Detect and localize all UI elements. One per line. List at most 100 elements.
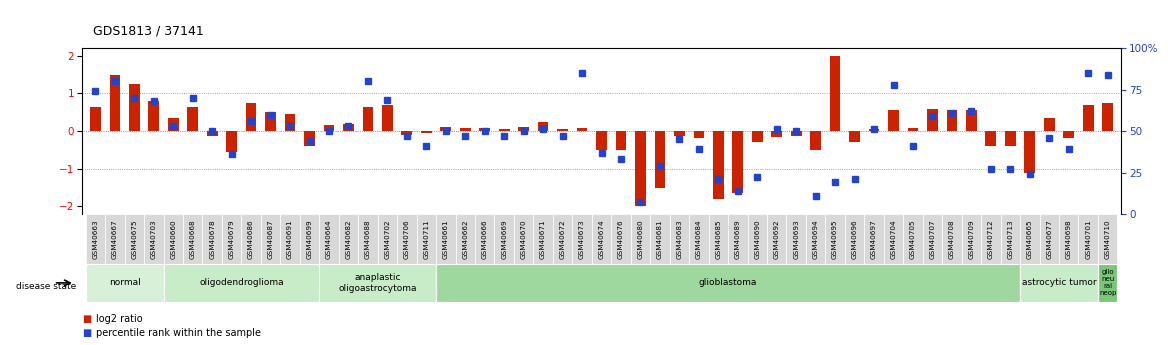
Text: oligodendroglioma: oligodendroglioma — [199, 278, 284, 287]
Text: GSM40697: GSM40697 — [871, 219, 877, 258]
Bar — [811, 131, 821, 150]
FancyBboxPatch shape — [844, 214, 864, 264]
FancyBboxPatch shape — [202, 214, 222, 264]
FancyBboxPatch shape — [981, 214, 1001, 264]
Text: GSM40702: GSM40702 — [384, 219, 390, 258]
Bar — [557, 129, 568, 131]
FancyBboxPatch shape — [1001, 214, 1020, 264]
Text: astrocytic tumor: astrocytic tumor — [1022, 278, 1097, 287]
Text: GSM40664: GSM40664 — [326, 219, 332, 258]
Bar — [888, 110, 899, 131]
FancyBboxPatch shape — [1040, 214, 1059, 264]
Text: GSM40661: GSM40661 — [443, 219, 449, 258]
Bar — [499, 129, 509, 131]
FancyBboxPatch shape — [85, 214, 105, 264]
Text: GSM40710: GSM40710 — [1105, 219, 1111, 258]
Text: GSM40709: GSM40709 — [968, 219, 974, 258]
Text: percentile rank within the sample: percentile rank within the sample — [96, 328, 260, 338]
Bar — [752, 131, 763, 142]
FancyBboxPatch shape — [864, 214, 884, 264]
Text: GSM40680: GSM40680 — [638, 219, 644, 258]
FancyBboxPatch shape — [767, 214, 786, 264]
FancyBboxPatch shape — [319, 264, 436, 302]
Bar — [596, 131, 607, 150]
FancyBboxPatch shape — [242, 214, 260, 264]
Bar — [420, 131, 432, 133]
Bar — [187, 107, 199, 131]
FancyBboxPatch shape — [280, 214, 300, 264]
Bar — [362, 107, 374, 131]
FancyBboxPatch shape — [689, 214, 709, 264]
FancyBboxPatch shape — [611, 214, 631, 264]
FancyBboxPatch shape — [359, 214, 377, 264]
FancyBboxPatch shape — [183, 214, 202, 264]
Text: GSM40713: GSM40713 — [1007, 219, 1014, 258]
Text: GSM40678: GSM40678 — [209, 219, 215, 258]
FancyBboxPatch shape — [164, 214, 183, 264]
Text: GSM40666: GSM40666 — [481, 219, 488, 258]
FancyBboxPatch shape — [943, 214, 961, 264]
FancyBboxPatch shape — [534, 214, 552, 264]
FancyBboxPatch shape — [826, 214, 844, 264]
Text: GSM40712: GSM40712 — [988, 219, 994, 258]
Text: GSM40682: GSM40682 — [346, 219, 352, 258]
FancyBboxPatch shape — [961, 214, 981, 264]
Bar — [460, 128, 471, 131]
Text: GSM40703: GSM40703 — [151, 219, 157, 258]
Text: GSM40708: GSM40708 — [948, 219, 955, 258]
Bar — [402, 131, 412, 135]
FancyBboxPatch shape — [884, 214, 903, 264]
FancyBboxPatch shape — [339, 214, 359, 264]
FancyBboxPatch shape — [144, 214, 164, 264]
Text: GSM40688: GSM40688 — [364, 219, 371, 258]
FancyBboxPatch shape — [806, 214, 826, 264]
Text: GSM40692: GSM40692 — [773, 219, 780, 258]
Text: GSM40674: GSM40674 — [598, 219, 605, 258]
Text: GSM40684: GSM40684 — [696, 219, 702, 258]
Bar — [712, 131, 724, 199]
FancyBboxPatch shape — [592, 214, 611, 264]
Bar — [245, 103, 257, 131]
Text: GSM40676: GSM40676 — [618, 219, 624, 258]
Bar — [829, 56, 841, 131]
Bar — [1083, 105, 1093, 131]
Bar — [616, 131, 626, 150]
Text: GSM40701: GSM40701 — [1085, 219, 1091, 258]
Bar — [849, 131, 860, 142]
FancyBboxPatch shape — [1020, 214, 1040, 264]
Text: GSM40670: GSM40670 — [521, 219, 527, 258]
FancyBboxPatch shape — [669, 214, 689, 264]
FancyBboxPatch shape — [631, 214, 651, 264]
Bar — [227, 131, 237, 152]
Text: GSM40711: GSM40711 — [423, 219, 430, 258]
FancyBboxPatch shape — [1059, 214, 1078, 264]
Text: GSM40675: GSM40675 — [131, 219, 138, 258]
Bar — [635, 131, 646, 206]
FancyBboxPatch shape — [1078, 214, 1098, 264]
Bar — [694, 131, 704, 138]
FancyBboxPatch shape — [377, 214, 397, 264]
FancyBboxPatch shape — [319, 214, 339, 264]
Bar — [1103, 103, 1113, 131]
FancyBboxPatch shape — [260, 214, 280, 264]
Text: GSM40687: GSM40687 — [267, 219, 273, 258]
FancyBboxPatch shape — [903, 214, 923, 264]
Bar — [324, 126, 334, 131]
FancyBboxPatch shape — [709, 214, 728, 264]
FancyBboxPatch shape — [1098, 264, 1118, 302]
Bar — [732, 131, 743, 193]
Text: GSM40673: GSM40673 — [579, 219, 585, 258]
Text: GSM40683: GSM40683 — [676, 219, 682, 258]
FancyBboxPatch shape — [475, 214, 494, 264]
FancyBboxPatch shape — [1020, 264, 1098, 302]
Text: GSM40662: GSM40662 — [463, 219, 468, 258]
FancyBboxPatch shape — [651, 214, 669, 264]
Text: anaplastic
oligoastrocytoma: anaplastic oligoastrocytoma — [339, 273, 417, 293]
FancyBboxPatch shape — [300, 214, 319, 264]
Bar — [148, 101, 159, 131]
Bar — [791, 131, 801, 136]
Bar — [90, 107, 100, 131]
Text: GSM40660: GSM40660 — [171, 219, 176, 258]
Bar — [1024, 131, 1035, 172]
Text: GSM40695: GSM40695 — [832, 219, 839, 258]
